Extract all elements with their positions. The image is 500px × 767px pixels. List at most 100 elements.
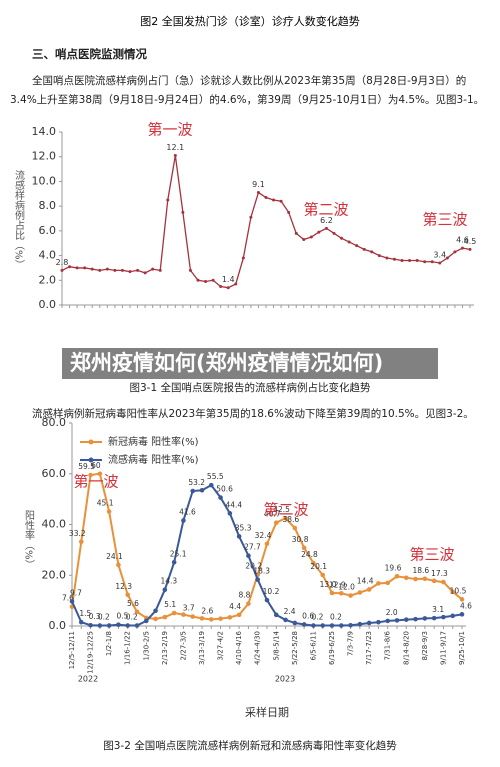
data-point bbox=[329, 623, 335, 628]
data-label: 19.6 bbox=[385, 563, 402, 572]
data-point bbox=[236, 534, 242, 539]
data-label: 32.4 bbox=[255, 531, 272, 540]
data-label: 0.5 bbox=[116, 612, 128, 621]
legend-marker bbox=[88, 457, 94, 463]
data-point bbox=[218, 616, 223, 621]
data-point bbox=[158, 268, 162, 272]
data-label: 7.6 bbox=[62, 594, 74, 603]
data-label: 40.7 bbox=[264, 510, 281, 519]
data-point bbox=[256, 191, 260, 195]
data-point bbox=[236, 612, 242, 618]
data-point bbox=[98, 268, 102, 272]
data-point bbox=[199, 616, 205, 621]
y-tick-label: 40.0 bbox=[42, 518, 67, 531]
x-group-label: 2023 bbox=[275, 675, 295, 684]
data-label: 50.6 bbox=[216, 485, 233, 494]
data-point bbox=[166, 198, 170, 202]
annotation: 第二波 bbox=[303, 201, 348, 219]
heading: 三、哨点医院监测情况 bbox=[32, 47, 147, 61]
data-label: 0.2 bbox=[126, 612, 138, 621]
data-label: 0.3 bbox=[89, 612, 101, 621]
data-point bbox=[287, 210, 291, 214]
data-label: 60 bbox=[91, 461, 101, 470]
x-group-label: 2022 bbox=[78, 675, 98, 684]
x-tick-label: 1/16-1/22 bbox=[124, 631, 132, 665]
data-point bbox=[459, 597, 465, 602]
data-label: 0.2 bbox=[311, 612, 323, 621]
x-tick-label: 6/5-6/11 bbox=[309, 631, 317, 661]
data-point bbox=[181, 210, 185, 214]
x-tick-label: 4/24-4/30 bbox=[254, 631, 262, 665]
data-point bbox=[116, 622, 121, 628]
data-point bbox=[204, 280, 208, 284]
data-label: 24.1 bbox=[106, 552, 123, 561]
data-point bbox=[134, 609, 140, 615]
data-point bbox=[450, 589, 456, 595]
data-point bbox=[136, 268, 140, 272]
data-point bbox=[199, 487, 205, 493]
data-point bbox=[116, 562, 121, 568]
data-label: 0.2 bbox=[98, 612, 110, 621]
data-point bbox=[162, 587, 168, 593]
data-label: 41.6 bbox=[179, 507, 196, 516]
data-point bbox=[422, 576, 428, 582]
data-point bbox=[302, 238, 306, 242]
data-point bbox=[376, 581, 381, 586]
data-point bbox=[227, 511, 233, 516]
data-label: 12.3 bbox=[115, 582, 132, 591]
data-point bbox=[370, 250, 374, 254]
data-point bbox=[120, 268, 124, 272]
data-label: 17.3 bbox=[431, 569, 448, 578]
data-label: 3.7 bbox=[183, 604, 195, 613]
y-tick-label: 6.0 bbox=[39, 224, 57, 237]
data-point bbox=[348, 622, 353, 628]
y-axis-title: 阳性率（%） bbox=[23, 510, 35, 570]
data-label: 30.8 bbox=[292, 535, 309, 544]
data-point bbox=[255, 577, 261, 582]
data-label: 2.8 bbox=[56, 258, 69, 267]
data-label: 4.5 bbox=[464, 237, 477, 246]
data-point bbox=[320, 572, 326, 578]
annotation: 第一波 bbox=[147, 121, 192, 139]
data-point bbox=[211, 278, 215, 282]
data-point bbox=[377, 254, 381, 258]
data-label: 14.4 bbox=[357, 576, 374, 585]
data-point bbox=[385, 256, 389, 260]
data-point bbox=[348, 593, 353, 598]
data-point bbox=[415, 259, 419, 263]
data-point bbox=[450, 613, 456, 619]
data-point bbox=[234, 282, 238, 286]
data-point bbox=[143, 271, 147, 275]
data-point bbox=[394, 618, 400, 623]
data-label: 55.5 bbox=[207, 472, 224, 481]
data-point bbox=[430, 260, 434, 264]
data-point bbox=[181, 518, 186, 523]
data-point bbox=[125, 592, 131, 598]
data-point bbox=[190, 614, 196, 619]
data-label: 59.5 bbox=[78, 462, 95, 471]
data-label: 25.1 bbox=[170, 549, 187, 558]
data-point bbox=[226, 286, 230, 290]
data-point bbox=[283, 617, 288, 623]
data-point bbox=[392, 257, 396, 261]
data-point bbox=[162, 614, 168, 620]
data-point bbox=[106, 623, 112, 628]
data-point bbox=[294, 231, 298, 235]
data-label: 18.6 bbox=[413, 566, 430, 575]
data-point bbox=[78, 619, 84, 625]
data-point bbox=[338, 623, 344, 628]
x-tick-label: 2/27-3/5 bbox=[179, 631, 187, 661]
data-point bbox=[413, 576, 418, 582]
data-point bbox=[246, 553, 251, 559]
data-point bbox=[272, 198, 276, 202]
x-tick-label: 2/13-2/19 bbox=[161, 631, 169, 665]
y-tick-label: 0.0 bbox=[39, 298, 57, 311]
data-point bbox=[173, 153, 177, 157]
data-label: 12.1 bbox=[166, 143, 184, 152]
data-point bbox=[241, 256, 245, 260]
data-point bbox=[320, 623, 326, 628]
data-point bbox=[97, 471, 103, 477]
data-point bbox=[459, 612, 465, 617]
data-label: 42.5 bbox=[273, 505, 290, 514]
data-point bbox=[292, 620, 298, 626]
